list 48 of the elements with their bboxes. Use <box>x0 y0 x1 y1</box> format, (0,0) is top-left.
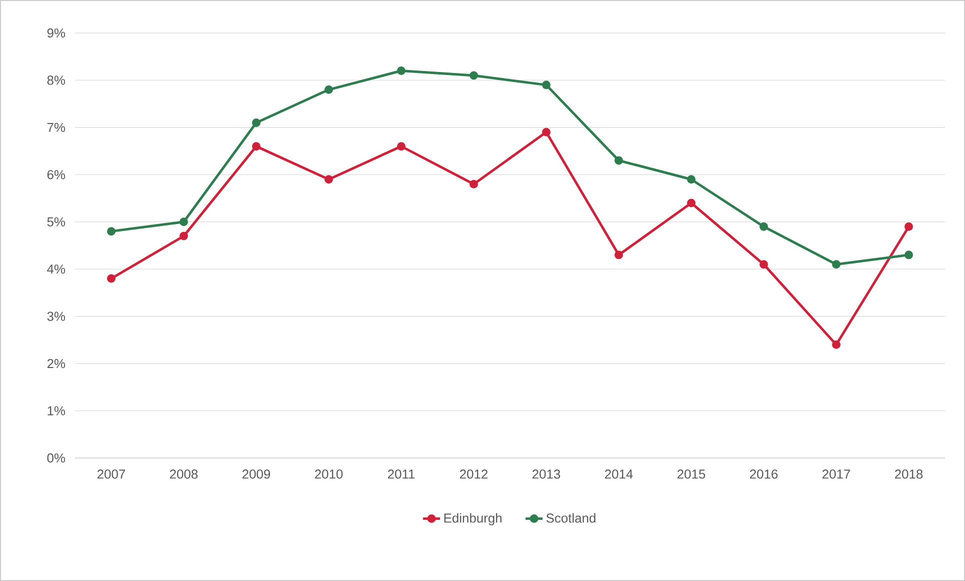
point <box>324 175 334 184</box>
point <box>832 340 841 349</box>
point <box>614 156 624 165</box>
legend-label: Edinburgh <box>444 513 502 526</box>
x-tick-label: 2016 <box>750 470 778 479</box>
point <box>904 250 914 260</box>
legend-label: Scotland <box>546 513 596 523</box>
point <box>470 180 478 188</box>
point <box>107 227 116 236</box>
point <box>252 118 261 127</box>
y-tick-label: 1% <box>48 406 66 416</box>
y-tick-label: 9% <box>47 28 66 38</box>
y-tick-label: 6% <box>47 170 66 180</box>
x-tick-label: 2007 <box>98 470 125 479</box>
point <box>687 198 696 208</box>
point <box>324 85 334 94</box>
y-tick-label: 0% <box>47 453 66 463</box>
point <box>397 142 406 151</box>
y-tick-label: 7% <box>47 122 66 132</box>
x-tick-label: 2017 <box>822 470 850 479</box>
point <box>397 66 406 76</box>
x-tick-label: 2013 <box>532 470 560 479</box>
point <box>542 128 551 136</box>
point <box>107 274 116 283</box>
point <box>832 260 841 269</box>
point <box>180 232 188 240</box>
x-tick-label: 2010 <box>315 470 343 479</box>
point <box>760 260 768 269</box>
x-tick-label: 2011 <box>388 470 415 479</box>
y-tick-label: 2% <box>47 358 66 368</box>
y-tick-label: 8% <box>47 76 66 85</box>
x-tick-label: 2018 <box>895 470 923 479</box>
point <box>760 222 768 231</box>
point <box>180 218 188 226</box>
y-tick-label: 5% <box>47 217 66 226</box>
point <box>542 80 551 90</box>
point <box>614 250 624 260</box>
y-tick-label: 3% <box>47 312 66 321</box>
x-tick-label: 2008 <box>170 470 198 479</box>
point <box>904 222 914 231</box>
point <box>687 175 696 184</box>
x-tick-label: 2014 <box>605 470 633 479</box>
x-tick-label: 2015 <box>678 470 706 479</box>
x-tick-label: 2012 <box>460 470 488 479</box>
y-tick-label: 4% <box>47 264 66 274</box>
x-tick-label: 2009 <box>242 470 270 479</box>
point <box>252 142 261 151</box>
point <box>470 71 478 80</box>
